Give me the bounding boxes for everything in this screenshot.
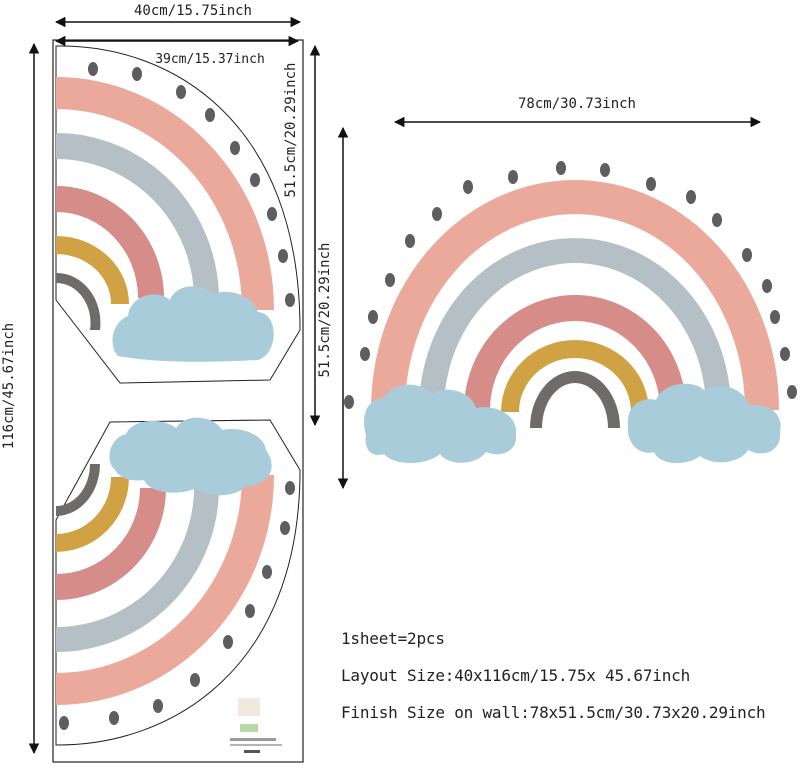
finished-cloud-right [627,383,781,464]
half-height-label: 51.5cm/20.29inch [283,63,299,198]
finish-width-label: 78cm/30.73inch [518,96,636,112]
top-cloud [112,286,274,362]
finish-size-text: Finish Size on wall:78x51.5cm/30.73x20.2… [341,703,766,722]
sheet-height-label: 116cm/45.67inch [1,323,17,449]
bottom-piece-outline [55,419,301,746]
bottom-cloud [109,417,272,496]
sheet-bottom-rainbow-half [55,417,301,746]
finished-dots [344,161,797,409]
finish-height-label: 51.5cm/20.29inch [317,243,333,378]
sheet-count-text: 1sheet=2pcs [341,629,445,648]
finished-rainbow [344,161,797,464]
layout-size-text: Layout Size:40x116cm/15.75x 45.67inch [341,666,691,685]
half-width-label: 39cm/15.37inch [155,52,265,67]
top-piece-outline [55,45,301,384]
top-dots [88,62,295,307]
sheet-top-rainbow-half [55,45,301,384]
sheet-width-label: 40cm/15.75inch [134,3,252,19]
product-label [230,698,282,753]
finished-cloud-left [364,384,517,463]
bottom-dots [59,481,295,730]
